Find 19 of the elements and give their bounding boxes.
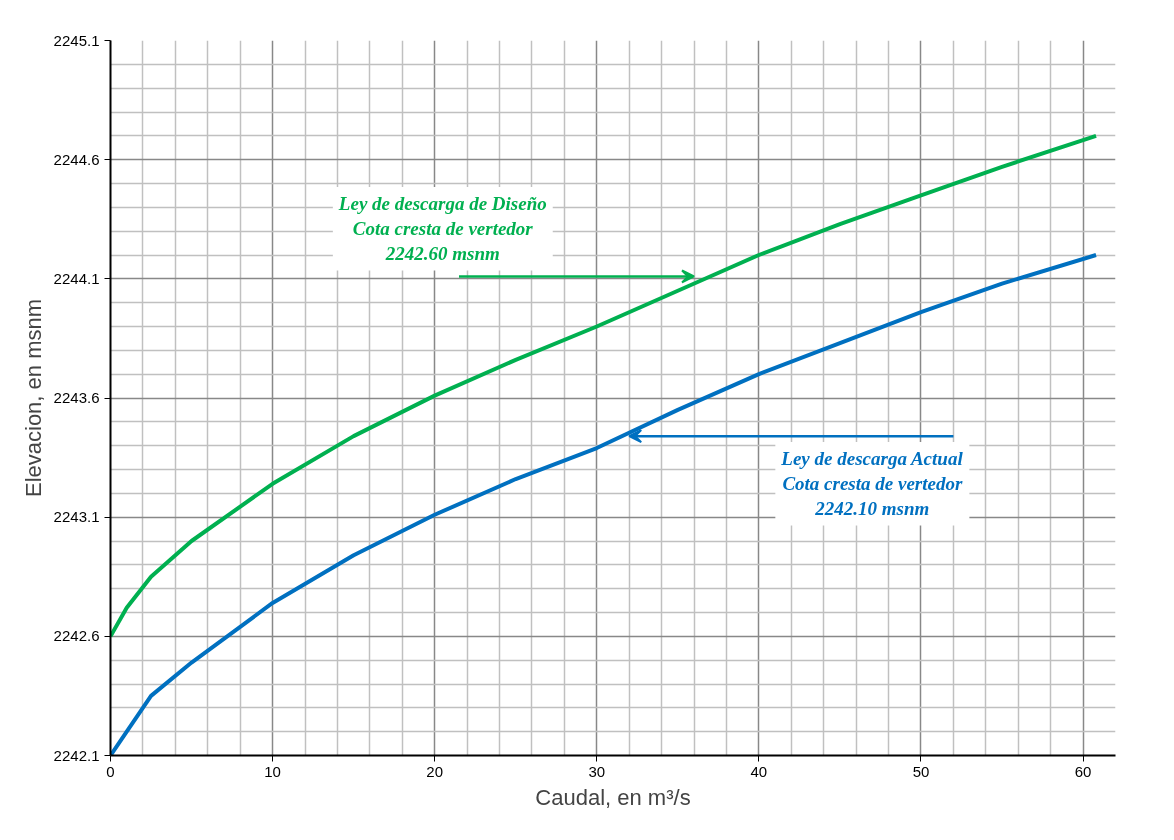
- y-tick-label: 2242.1: [53, 746, 100, 764]
- x-axis-title: Caudal, en m³/s: [535, 784, 691, 810]
- y-tick-label: 2244.1: [53, 269, 100, 287]
- x-tick-label: 0: [106, 762, 115, 780]
- x-tick-label: 30: [588, 762, 606, 780]
- x-tick-label: 40: [750, 762, 768, 780]
- y-axis-title: Elevacion, en msnm: [20, 298, 46, 498]
- x-tick-label: 10: [264, 762, 281, 780]
- y-tick-label: 2242.6: [53, 627, 100, 645]
- annotation: Ley de descarga de Diseño Cota cresta de vertedor 2242.60 msnm: [337, 193, 547, 265]
- x-tick-label: 50: [912, 762, 930, 780]
- y-tick-label: 2245.1: [53, 31, 100, 49]
- line-series: [110, 133, 1099, 639]
- y-tick-label: 2244.6: [53, 150, 100, 168]
- x-tick-label: 20: [426, 762, 444, 780]
- x-tick-label: 60: [1074, 762, 1092, 780]
- annotation: Ley de descarga Actual Cota cresta de vertedor 2242.10 msnm: [780, 448, 964, 520]
- y-tick-label: 2243.6: [53, 389, 100, 406]
- y-tick-label: 2243.1: [53, 508, 100, 526]
